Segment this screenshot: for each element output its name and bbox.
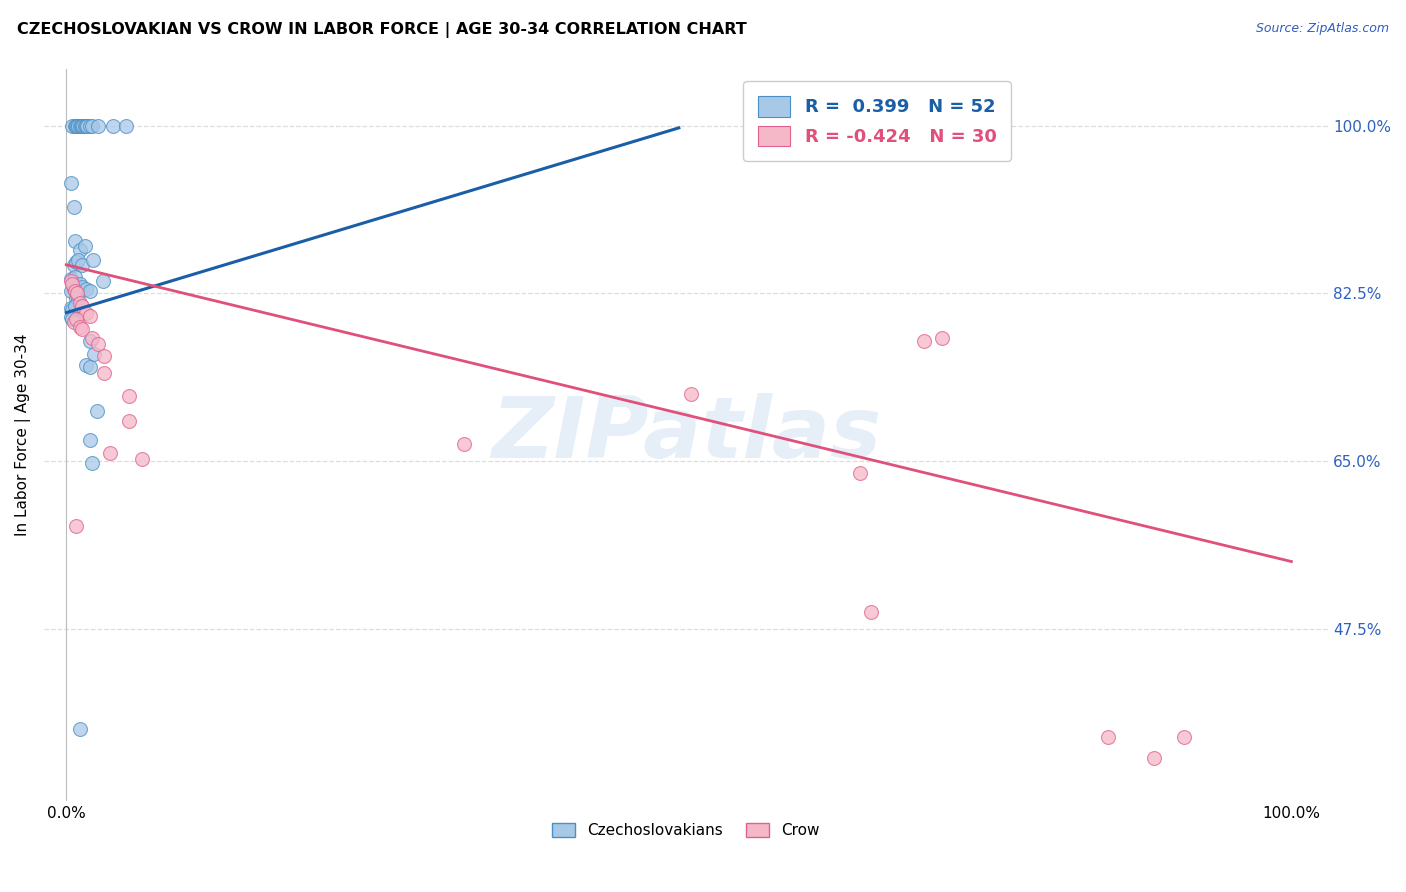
- Point: [79, 284, 101, 298]
- Point: [62, 258, 84, 272]
- Point: [65, 280, 87, 294]
- Point: [63, 299, 86, 313]
- Point: [73, 238, 96, 252]
- Point: [69, 722, 91, 736]
- Point: [83, 347, 105, 361]
- Point: [70, 119, 93, 133]
- Point: [60, 119, 83, 133]
- Point: [60, 272, 83, 286]
- Point: [75, 359, 97, 373]
- Point: [87, 337, 110, 351]
- Point: [80, 331, 103, 345]
- Point: [681, 387, 703, 401]
- Point: [63, 284, 86, 298]
- Point: [60, 312, 83, 326]
- Point: [82, 252, 104, 267]
- Point: [65, 312, 87, 326]
- Point: [76, 119, 98, 133]
- Point: [65, 255, 87, 269]
- Point: [72, 119, 94, 133]
- Point: [63, 234, 86, 248]
- Point: [75, 119, 97, 133]
- Point: [118, 414, 141, 428]
- Point: [70, 299, 93, 313]
- Point: [93, 366, 115, 380]
- Point: [79, 334, 101, 349]
- Point: [79, 309, 101, 323]
- Point: [131, 452, 153, 467]
- Point: [1143, 751, 1166, 765]
- Point: [73, 119, 96, 133]
- Point: [912, 334, 935, 349]
- Text: Source: ZipAtlas.com: Source: ZipAtlas.com: [1256, 22, 1389, 36]
- Point: [98, 446, 121, 460]
- Point: [101, 119, 124, 133]
- Point: [849, 466, 872, 480]
- Point: [118, 389, 141, 403]
- Point: [79, 119, 101, 133]
- Point: [75, 305, 97, 319]
- Y-axis label: In Labor Force | Age 30-34: In Labor Force | Age 30-34: [15, 334, 31, 536]
- Point: [60, 310, 83, 325]
- Point: [93, 349, 115, 363]
- Point: [86, 404, 108, 418]
- Point: [69, 277, 91, 291]
- Point: [70, 119, 93, 133]
- Point: [67, 252, 90, 267]
- Point: [60, 274, 83, 288]
- Point: [69, 320, 91, 334]
- Point: [60, 177, 83, 191]
- Point: [60, 277, 83, 291]
- Point: [69, 296, 91, 310]
- Point: [69, 119, 91, 133]
- Point: [860, 605, 883, 619]
- Point: [1173, 730, 1195, 744]
- Point: [80, 456, 103, 470]
- Point: [75, 282, 97, 296]
- Point: [63, 270, 86, 285]
- Point: [80, 119, 103, 133]
- Point: [65, 291, 87, 305]
- Point: [63, 119, 86, 133]
- Point: [453, 437, 475, 451]
- Point: [62, 315, 84, 329]
- Point: [60, 284, 83, 298]
- Point: [79, 433, 101, 447]
- Point: [69, 244, 91, 258]
- Point: [62, 282, 84, 296]
- Point: [60, 302, 83, 317]
- Point: [70, 258, 93, 272]
- Legend: Czechoslovakians, Crow: Czechoslovakians, Crow: [547, 817, 825, 845]
- Point: [87, 119, 110, 133]
- Text: ZIPatlas: ZIPatlas: [491, 393, 882, 476]
- Point: [931, 331, 953, 345]
- Point: [70, 322, 93, 336]
- Point: [79, 360, 101, 375]
- Point: [65, 119, 87, 133]
- Point: [66, 286, 89, 301]
- Point: [62, 200, 84, 214]
- Point: [67, 119, 90, 133]
- Point: [60, 301, 83, 315]
- Point: [91, 274, 114, 288]
- Text: CZECHOSLOVAKIAN VS CROW IN LABOR FORCE | AGE 30-34 CORRELATION CHART: CZECHOSLOVAKIAN VS CROW IN LABOR FORCE |…: [17, 22, 747, 38]
- Point: [115, 119, 138, 133]
- Point: [67, 293, 90, 308]
- Point: [66, 119, 89, 133]
- Point: [70, 280, 93, 294]
- Point: [1097, 730, 1119, 744]
- Point: [65, 519, 87, 533]
